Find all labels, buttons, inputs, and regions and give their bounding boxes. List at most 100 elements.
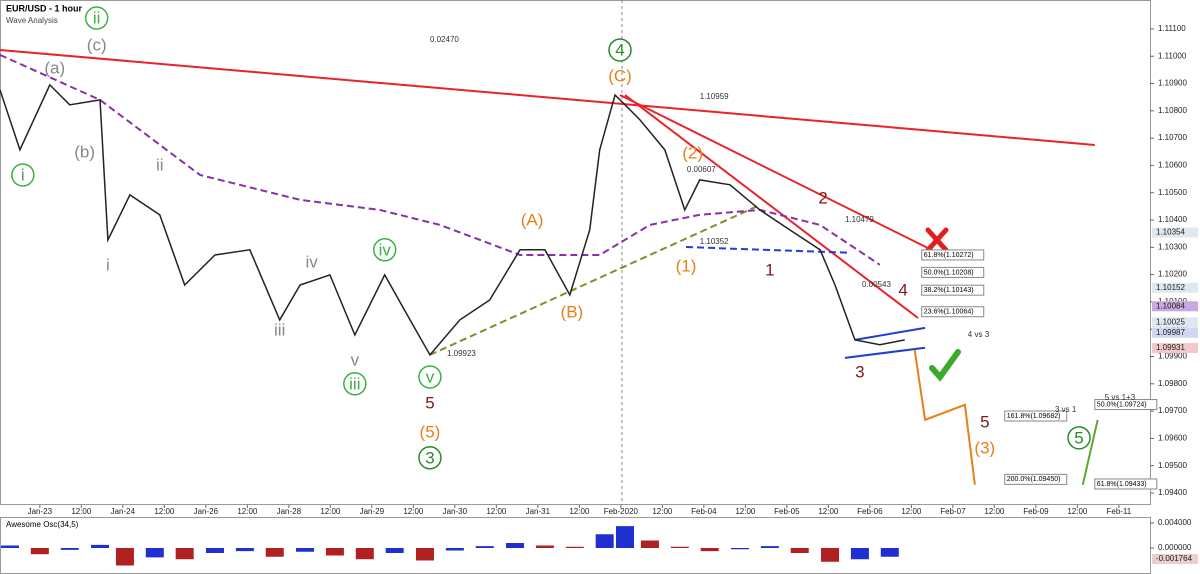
plot-frame: [0, 0, 1151, 505]
y-tick-label: 0.004000: [1158, 518, 1192, 527]
price-tag-label: 1.10354: [1156, 228, 1185, 237]
y-tick-label: 1.10700: [1158, 133, 1187, 142]
fib-label: 61.8%(1.10272): [924, 252, 974, 259]
price-tag: [1152, 343, 1198, 354]
fib-label: 23.6%(1.10064): [924, 309, 974, 316]
y-tick-label: 1.10900: [1158, 79, 1187, 88]
wave-label: (A): [521, 211, 544, 230]
note: 1.10959: [700, 92, 729, 101]
osc-bar: [565, 546, 584, 548]
value-tag-label: -0.001764: [1156, 554, 1193, 563]
x-tick-label: Feb-09: [1023, 507, 1049, 516]
x-tick-label: 12:00: [1067, 507, 1088, 516]
price-tag-label: 1.09931: [1156, 343, 1185, 352]
x-tick-label: 12:00: [71, 507, 92, 516]
note: 0.02470: [430, 35, 459, 44]
wave-label: (C): [608, 66, 632, 85]
wave-label: 5: [425, 393, 434, 412]
fib-box: [1094, 399, 1158, 411]
y-tick-label: 1.10600: [1158, 161, 1187, 170]
x-tick-label: 12:00: [901, 507, 922, 516]
wave-label: iii: [274, 321, 285, 340]
wave-label: 3: [425, 448, 434, 467]
osc-bar: [385, 548, 404, 553]
osc-title: Awesome Osc(34,5): [6, 520, 79, 529]
x-tick-label: Feb-07: [940, 507, 966, 516]
chart-subtitle: Wave Analysis: [6, 16, 58, 25]
trend-line: [1081, 419, 1099, 486]
x-tick-label: 12:00: [486, 507, 507, 516]
wave-label: ii: [156, 155, 164, 174]
x-tick-label: Feb-2020: [604, 507, 639, 516]
wave-circle: [11, 163, 35, 187]
x-tick-label: Jan-26: [194, 507, 219, 516]
wave-label: 1: [765, 260, 774, 279]
osc-bar: [595, 534, 614, 548]
x-tick-label: Feb-05: [774, 507, 800, 516]
x-tick-label: Jan-24: [111, 507, 136, 516]
fib-label: 50.0%(1.10208): [924, 269, 974, 276]
osc-bar: [205, 548, 224, 553]
fib-box: [921, 306, 985, 318]
osc-bar: [30, 548, 49, 555]
wave-circle: [1067, 426, 1091, 450]
osc-bar: [535, 545, 554, 548]
wave-label: (1): [676, 256, 697, 275]
trend-line: [0, 48, 1095, 146]
wave-label: (B): [561, 302, 584, 321]
osc-bar: [670, 546, 689, 548]
wave-label: (a): [44, 58, 65, 77]
wave-label: iii: [349, 374, 360, 393]
fib-box: [921, 249, 985, 261]
wave-circle: [372, 238, 397, 262]
x-tick-label: 12:00: [569, 507, 590, 516]
x-tick-label: Jan-28: [277, 507, 302, 516]
fib-box: [1094, 478, 1158, 490]
wave-label: v: [351, 350, 360, 369]
osc-bar: [325, 548, 344, 556]
fib-box: [921, 266, 985, 278]
x-tick-label: 12:00: [154, 507, 175, 516]
osc-bar: [91, 544, 110, 548]
osc-bar: [445, 548, 464, 551]
trend-line: [913, 349, 976, 485]
fib-label: 50.0%(1.09724): [1097, 401, 1147, 408]
osc-bar: [145, 548, 164, 558]
note: 1.10352: [700, 237, 729, 246]
note: 0.00543: [862, 280, 891, 289]
fib-label: 38.2%(1.10143): [924, 287, 974, 294]
wave-label: (5): [420, 422, 441, 441]
osc-bar: [265, 548, 284, 557]
fib-box: [921, 284, 985, 296]
wave-label: iv: [379, 240, 392, 259]
osc-bar: [730, 548, 749, 550]
wave-label: 3: [855, 362, 864, 381]
x-tick-label: Jan-31: [526, 507, 551, 516]
y-tick-label: 1.09700: [1158, 406, 1187, 415]
y-tick-label: 1.10400: [1158, 215, 1187, 224]
osc-bar: [821, 548, 840, 562]
price-tag: [1152, 327, 1198, 338]
y-tick-label: 1.09500: [1158, 461, 1187, 470]
wave-label: i: [106, 255, 110, 274]
trend-line: [685, 246, 850, 254]
wave-label: 4: [898, 280, 907, 299]
osc-bar: [60, 548, 79, 550]
note: 3 vs 1: [1055, 405, 1077, 414]
wave-circle: [608, 38, 632, 62]
wave-label: (2): [682, 143, 703, 162]
price-tag-label: 1.10152: [1156, 283, 1185, 292]
x-tick-label: Jan-29: [360, 507, 385, 516]
fib-box: [1004, 473, 1068, 485]
y-tick-label: 1.09400: [1158, 488, 1187, 497]
price-tag-label: 1.09987: [1156, 328, 1185, 337]
osc-bar: [415, 548, 434, 561]
wave-label: ii: [93, 9, 101, 28]
y-tick-label: 1.10800: [1158, 106, 1187, 115]
osc-bar: [235, 548, 254, 552]
osc-bar: [296, 548, 315, 552]
wave-label: 4: [615, 40, 624, 59]
y-tick-label: 1.09600: [1158, 434, 1187, 443]
